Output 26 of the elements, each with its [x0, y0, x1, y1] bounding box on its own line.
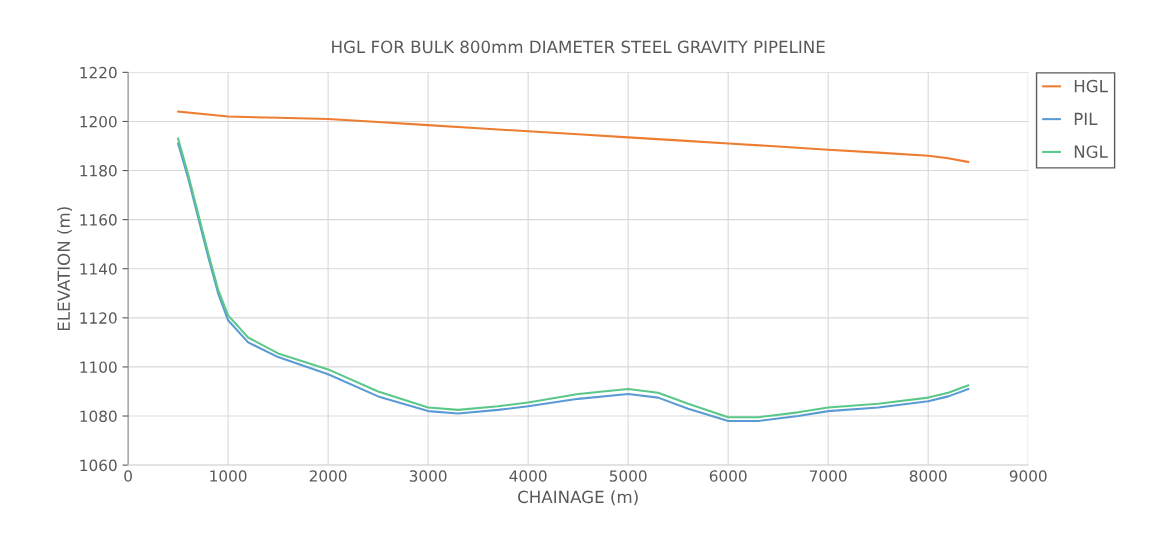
legend-label: HGL [1074, 79, 1108, 93]
x-tick-label: 8000 [909, 470, 947, 482]
legend-label: NGL [1074, 145, 1108, 158]
y-tick-label: 1080 [80, 410, 117, 423]
y-tick-label: 1120 [80, 312, 117, 324]
y-tick-label: 1220 [80, 66, 117, 79]
x-tick-label: 5000 [609, 470, 647, 482]
chart-title: HGL FOR BULK 800mm DIAMETER STEEL GRAVITY PIPELINE [332, 40, 825, 54]
y-tick-label: 1180 [80, 165, 117, 177]
line-series [177, 110, 970, 163]
y-tick-label: 1060 [80, 459, 117, 472]
x-axis-title: CHAINAGE (m) [518, 490, 638, 506]
x-tick-label: 9000 [1009, 470, 1047, 482]
x-tick-label: 2000 [309, 470, 347, 482]
x-tick-label: 6000 [709, 470, 747, 482]
y-tick-label: 1200 [80, 115, 117, 128]
x-tick-label: 1000 [210, 470, 247, 482]
y-tick-label: 1100 [80, 361, 117, 373]
x-tick-label: 4000 [509, 470, 547, 482]
legend-label: PIL [1074, 112, 1098, 125]
y-axis-title: ELEVATION (m) [57, 207, 72, 331]
y-tick-label: 1160 [80, 214, 117, 226]
x-tick-label: 3000 [409, 470, 447, 482]
x-tick-label: 0 [124, 470, 132, 482]
y-tick-label: 1140 [80, 263, 117, 275]
x-tick-label: 7000 [810, 470, 847, 482]
